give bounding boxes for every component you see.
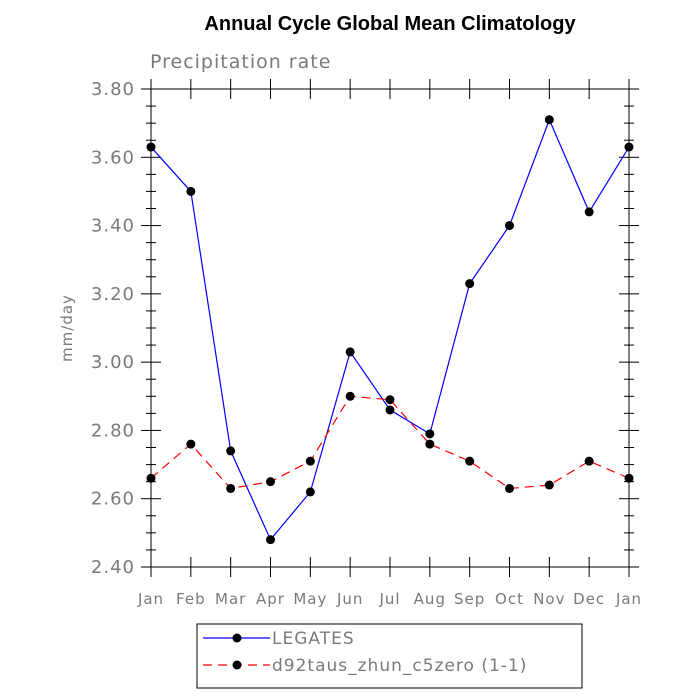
data-point	[584, 456, 594, 466]
x-tick-label: Oct	[495, 590, 524, 608]
data-point	[186, 439, 196, 449]
data-point	[505, 221, 514, 231]
x-tick-labels: Jan Feb Mar Apr May Jun Jul Aug Sep Oct Nov Dec Jan	[137, 590, 642, 608]
x-tick-label: Apr	[256, 590, 285, 608]
data-point	[345, 391, 355, 401]
y-tick-label: 3.80	[91, 79, 135, 100]
series-layer	[146, 115, 634, 545]
y-tick-label: 3.00	[91, 352, 135, 373]
data-point	[146, 473, 156, 483]
legend-box	[196, 623, 583, 689]
data-point	[624, 142, 634, 152]
x-tick-label: Jan	[615, 590, 642, 608]
series-line-legates	[150, 118, 630, 541]
data-point	[425, 439, 435, 449]
data-point	[266, 535, 275, 545]
legend: LEGATES d92taus_zhun_c5zero (1-1)	[203, 629, 527, 676]
y-tick-label: 3.20	[91, 284, 135, 305]
x-tick-label: Nov	[533, 590, 565, 608]
data-point	[385, 405, 395, 415]
y-axis-label: mm/day	[58, 294, 76, 362]
y-tick-labels: 2.40 2.60 2.80 3.00 3.20 3.40 3.60 3.80	[91, 79, 135, 578]
data-point	[266, 477, 275, 487]
data-point	[425, 429, 435, 439]
legend-label: LEGATES	[272, 629, 355, 649]
data-point	[544, 115, 554, 125]
data-point	[226, 483, 236, 493]
data-point	[465, 456, 475, 466]
axis-ticks	[141, 79, 639, 577]
data-point	[544, 480, 554, 490]
x-tick-label: Jun	[336, 590, 363, 608]
y-tick-label: 2.60	[91, 489, 135, 510]
legend-marker	[232, 633, 242, 643]
x-tick-label: Mar	[215, 590, 246, 608]
data-point	[305, 487, 315, 497]
data-point	[226, 446, 236, 456]
x-tick-label: Dec	[573, 590, 605, 608]
x-tick-label: May	[293, 590, 327, 608]
x-tick-label: Aug	[414, 590, 446, 608]
data-point	[385, 395, 395, 405]
data-point	[505, 483, 514, 493]
x-tick-label: Sep	[454, 590, 485, 608]
y-tick-label: 3.40	[91, 216, 135, 237]
chart-subtitle: Precipitation rate	[150, 51, 331, 73]
data-point	[624, 473, 634, 483]
legend-marker	[232, 660, 242, 670]
data-point	[186, 186, 196, 196]
data-point	[146, 142, 156, 152]
y-tick-label: 3.60	[91, 147, 135, 168]
y-tick-label: 2.40	[91, 557, 135, 578]
data-point	[465, 279, 475, 289]
legend-label: d92taus_zhun_c5zero (1-1)	[272, 656, 527, 676]
y-tick-label: 2.80	[91, 420, 135, 441]
data-point	[345, 347, 355, 357]
chart-title: Annual Cycle Global Mean Climatology	[204, 13, 576, 35]
x-tick-label: Feb	[176, 590, 206, 608]
plot-frame	[150, 88, 630, 568]
data-point	[305, 456, 315, 466]
data-point	[584, 207, 594, 217]
x-tick-label: Jan	[137, 590, 164, 608]
x-tick-label: Jul	[378, 590, 400, 608]
